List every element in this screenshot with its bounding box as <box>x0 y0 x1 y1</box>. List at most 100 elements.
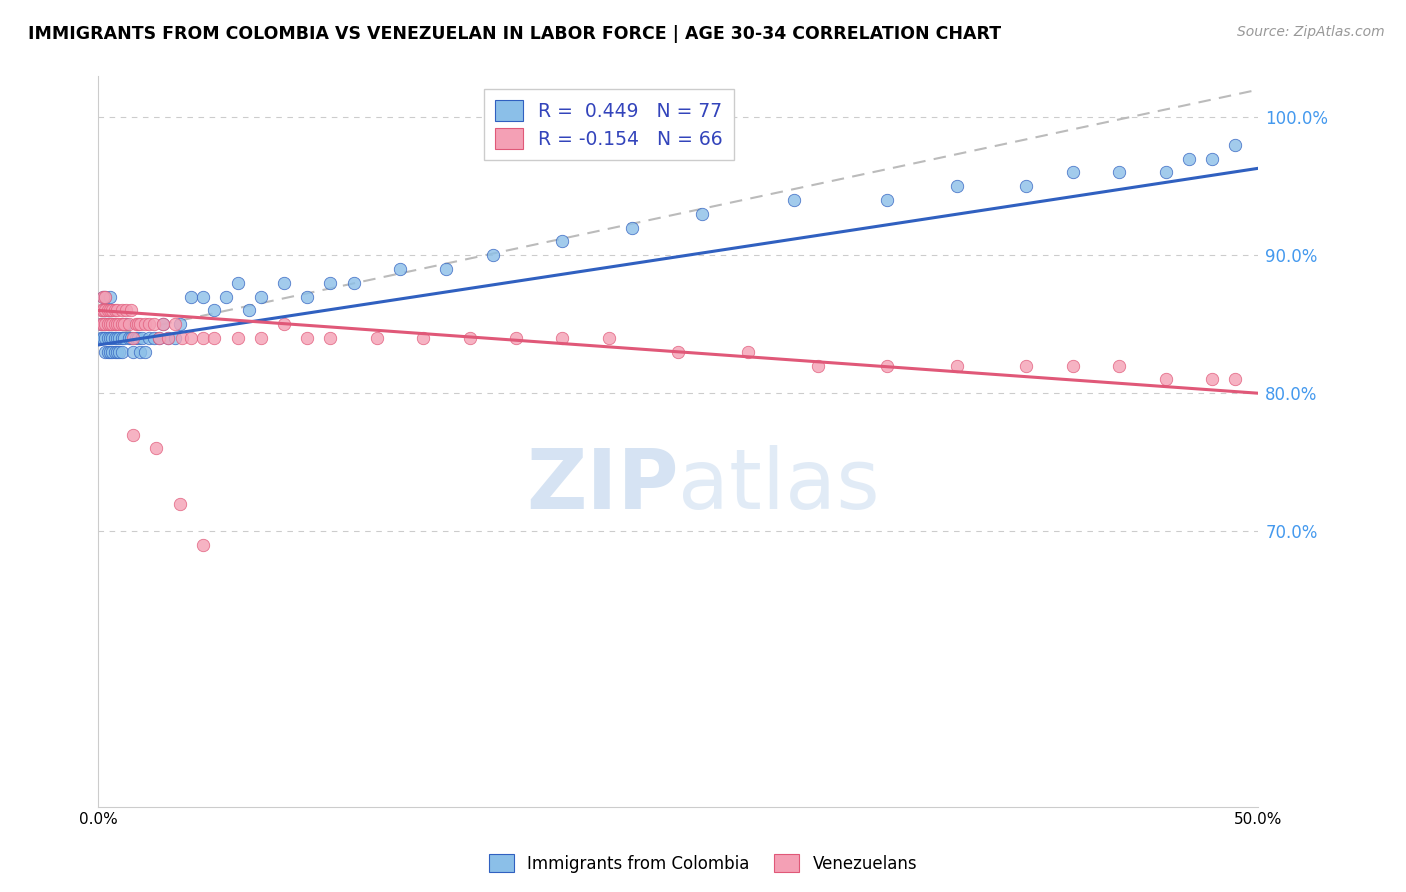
Point <box>101 317 124 331</box>
Point <box>129 344 152 359</box>
Point <box>1062 165 1084 179</box>
Text: Source: ZipAtlas.com: Source: ZipAtlas.com <box>1237 25 1385 39</box>
Text: IMMIGRANTS FROM COLOMBIA VS VENEZUELAN IN LABOR FORCE | AGE 30-34 CORRELATION CH: IMMIGRANTS FROM COLOMBIA VS VENEZUELAN I… <box>28 25 1001 43</box>
Point <box>138 317 160 331</box>
Point <box>152 317 174 331</box>
Point <box>127 331 149 345</box>
Point <box>807 359 830 373</box>
Point <box>111 303 132 318</box>
Point <box>1108 359 1130 373</box>
Point <box>122 427 145 442</box>
Point <box>191 290 214 304</box>
Point <box>129 317 152 331</box>
Point <box>876 193 898 207</box>
Point <box>90 317 112 331</box>
Point <box>98 303 121 318</box>
Point <box>143 331 166 345</box>
Text: ZIP: ZIP <box>526 445 678 526</box>
Point <box>91 317 114 331</box>
Point <box>204 303 226 318</box>
Point <box>91 317 114 331</box>
Point <box>101 331 124 345</box>
Point <box>481 248 505 262</box>
Point <box>621 220 644 235</box>
Point <box>112 331 135 345</box>
Point <box>105 303 128 318</box>
Point <box>98 317 121 331</box>
Point <box>94 290 117 304</box>
Point <box>458 331 481 345</box>
Point <box>319 331 342 345</box>
Point <box>297 290 319 304</box>
Point <box>111 331 132 345</box>
Point <box>946 359 969 373</box>
Point <box>1015 359 1038 373</box>
Point <box>105 331 128 345</box>
Text: atlas: atlas <box>678 445 880 526</box>
Point <box>108 317 131 331</box>
Point <box>105 344 128 359</box>
Point <box>97 303 120 318</box>
Point <box>551 235 574 249</box>
Point <box>250 331 273 345</box>
Point <box>876 359 898 373</box>
Point <box>94 331 117 345</box>
Point <box>98 317 121 331</box>
Point <box>946 179 969 194</box>
Point <box>273 317 295 331</box>
Point <box>134 317 156 331</box>
Point <box>297 331 319 345</box>
Point <box>204 331 226 345</box>
Point <box>91 331 114 345</box>
Point <box>91 290 114 304</box>
Point <box>436 262 458 277</box>
Point <box>157 331 180 345</box>
Point <box>98 303 121 318</box>
Point <box>94 317 117 331</box>
Point <box>117 331 139 345</box>
Point <box>226 276 249 290</box>
Point <box>1223 137 1247 152</box>
Point <box>1201 152 1223 166</box>
Point <box>1062 359 1084 373</box>
Point <box>366 331 388 345</box>
Point <box>111 317 132 331</box>
Point <box>111 344 132 359</box>
Point <box>191 331 214 345</box>
Point <box>90 331 112 345</box>
Point <box>666 344 689 359</box>
Point <box>105 317 128 331</box>
Point <box>505 331 527 345</box>
Point <box>97 317 120 331</box>
Point <box>157 331 180 345</box>
Point <box>148 331 170 345</box>
Point <box>104 344 127 359</box>
Point <box>319 276 342 290</box>
Point <box>169 317 191 331</box>
Point <box>131 331 153 345</box>
Point <box>90 317 112 331</box>
Point <box>104 303 127 318</box>
Point <box>1108 165 1130 179</box>
Point <box>1015 179 1038 194</box>
Point <box>152 317 174 331</box>
Legend: Immigrants from Colombia, Venezuelans: Immigrants from Colombia, Venezuelans <box>482 847 924 880</box>
Point <box>145 442 167 456</box>
Point <box>148 331 170 345</box>
Point <box>94 344 117 359</box>
Point <box>551 331 574 345</box>
Point <box>98 331 121 345</box>
Point <box>169 497 191 511</box>
Point <box>122 344 145 359</box>
Point <box>1178 152 1201 166</box>
Point <box>104 317 127 331</box>
Point <box>388 262 412 277</box>
Legend: R =  0.449   N = 77, R = -0.154   N = 66: R = 0.449 N = 77, R = -0.154 N = 66 <box>484 89 734 160</box>
Point <box>115 303 138 318</box>
Point <box>138 331 160 345</box>
Point <box>120 331 142 345</box>
Point <box>97 303 120 318</box>
Point <box>180 331 202 345</box>
Point <box>690 207 713 221</box>
Point <box>170 331 193 345</box>
